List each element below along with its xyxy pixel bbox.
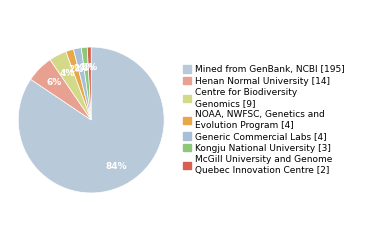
Text: 2%: 2%	[68, 65, 83, 74]
Text: 1%: 1%	[79, 63, 94, 72]
Wedge shape	[18, 47, 164, 193]
Text: 6%: 6%	[46, 78, 62, 88]
Wedge shape	[81, 47, 91, 120]
Text: 4%: 4%	[59, 69, 75, 78]
Wedge shape	[31, 60, 91, 120]
Legend: Mined from GenBank, NCBI [195], Henan Normal University [14], Centre for Biodive: Mined from GenBank, NCBI [195], Henan No…	[183, 65, 345, 175]
Wedge shape	[87, 47, 91, 120]
Text: 1%: 1%	[82, 63, 97, 72]
Wedge shape	[73, 48, 91, 120]
Wedge shape	[50, 52, 91, 120]
Wedge shape	[66, 49, 91, 120]
Text: 2%: 2%	[74, 64, 89, 73]
Text: 84%: 84%	[105, 162, 127, 171]
